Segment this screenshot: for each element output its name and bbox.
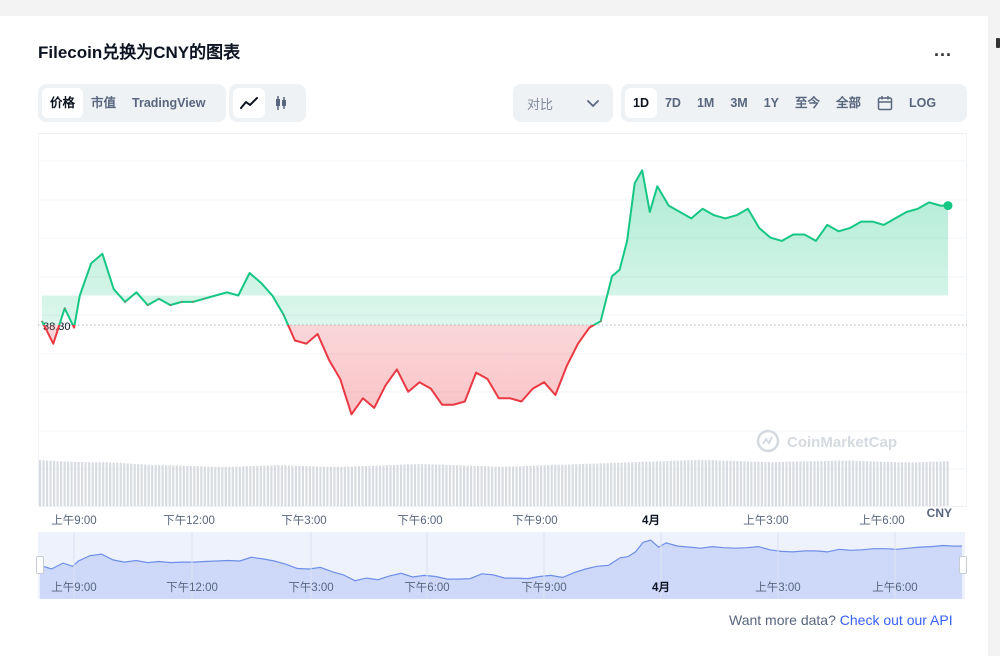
compare-dropdown[interactable]: 对比 [513, 84, 613, 122]
log-scale-toggle[interactable]: LOG [909, 96, 937, 110]
compare-label: 对比 [527, 96, 554, 112]
tab-tradingview[interactable]: TradingView [132, 96, 206, 110]
range-ytd[interactable]: 至今 [795, 96, 821, 110]
line-chart-icon[interactable] [233, 88, 265, 118]
tab-price[interactable]: 价格 [42, 88, 84, 118]
scrollbar-fragment [996, 38, 1000, 48]
navigator-right-handle[interactable] [959, 556, 967, 574]
chart-title: Filecoin兑换为CNY的图表 [38, 43, 241, 62]
footer-text: Want more data? [729, 612, 836, 628]
api-link[interactable]: Check out our API [839, 612, 953, 628]
navigator-left-handle[interactable] [36, 556, 44, 574]
more-options-button[interactable]: ... [934, 40, 953, 60]
chart-type-group [229, 84, 306, 122]
range-all[interactable]: 全部 [836, 96, 862, 110]
view-tab-group: 价格 市值 TradingView [38, 84, 226, 122]
calendar-icon[interactable] [869, 88, 901, 118]
chevron-down-icon [587, 96, 599, 111]
candlestick-icon[interactable] [265, 88, 297, 118]
range-1y[interactable]: 1Y [763, 96, 780, 110]
chart-frame [38, 133, 967, 507]
range-7d[interactable]: 7D [664, 96, 681, 110]
range-3m[interactable]: 3M [730, 96, 748, 110]
tab-market-cap[interactable]: 市值 [91, 96, 117, 110]
range-1m[interactable]: 1M [696, 96, 715, 110]
footer: Want more data? Check out our API [729, 612, 953, 628]
range-1d[interactable]: 1D [625, 88, 657, 118]
range-tab-group: 1D 7D 1M 3M 1Y 至今 全部 LOG [621, 84, 967, 122]
